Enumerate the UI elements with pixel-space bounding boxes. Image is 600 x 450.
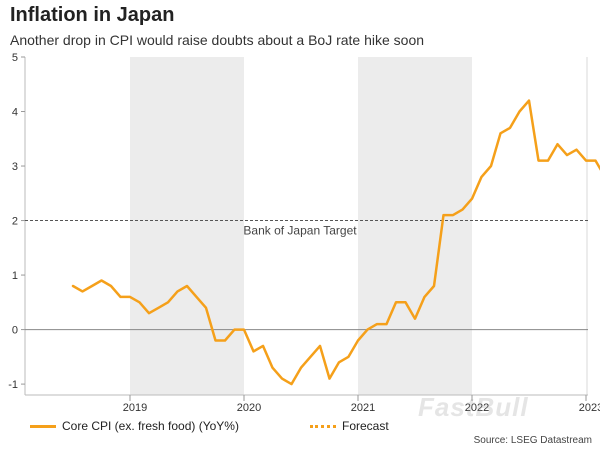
chart-title: Inflation in Japan — [10, 4, 175, 26]
y-tick-label-0: 0 — [12, 325, 18, 337]
target-line-group: Bank of Japan Target — [25, 220, 588, 238]
x-tick-label-2021: 2021 — [351, 402, 375, 414]
y-tick-label-3: 3 — [12, 161, 18, 173]
y-axis: -1 0 1 2 3 4 5 — [8, 52, 25, 391]
series-lines — [71, 99, 600, 386]
year-shading — [130, 57, 588, 395]
x-tick-label-2022: 2022 — [465, 402, 489, 414]
x-tick-label-2020: 2020 — [237, 402, 261, 414]
watermark: FastBull — [418, 392, 529, 422]
chart-subtitle: Another drop in CPI would raise doubts a… — [10, 32, 425, 48]
x-axis: 2019 2020 2021 2022 2023 — [123, 395, 600, 414]
x-tick-label-2019: 2019 — [123, 402, 147, 414]
y-tick-label--1: -1 — [8, 379, 18, 391]
legend-item-core-cpi: Core CPI (ex. fresh food) (YoY%) — [30, 419, 239, 433]
y-tick-label-2: 2 — [12, 216, 18, 228]
legend-label-core-cpi: Core CPI (ex. fresh food) (YoY%) — [62, 419, 239, 433]
year-shade-2023 — [586, 57, 588, 395]
y-tick-label-1: 1 — [12, 270, 18, 282]
year-shade-2019 — [130, 57, 244, 395]
gridlines — [24, 57, 588, 396]
source-note: Source: LSEG Datastream — [473, 435, 592, 446]
x-tick-label-2023: 2023 — [579, 402, 600, 414]
legend-swatch-forecast — [310, 424, 336, 428]
legend-swatch-core-cpi — [30, 424, 56, 428]
legend: Core CPI (ex. fresh food) (YoY%) Forecas… — [30, 419, 590, 437]
legend-item-forecast: Forecast — [310, 419, 389, 433]
y-tick-label-4: 4 — [12, 107, 18, 119]
y-tick-label-5: 5 — [12, 52, 18, 64]
year-shade-2021 — [358, 57, 472, 395]
series-line-core-cpi — [71, 99, 600, 386]
target-label: Bank of Japan Target — [243, 224, 357, 238]
legend-label-forecast: Forecast — [342, 419, 389, 433]
